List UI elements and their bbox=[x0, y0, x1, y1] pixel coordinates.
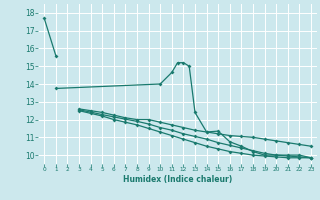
X-axis label: Humidex (Indice chaleur): Humidex (Indice chaleur) bbox=[123, 175, 232, 184]
